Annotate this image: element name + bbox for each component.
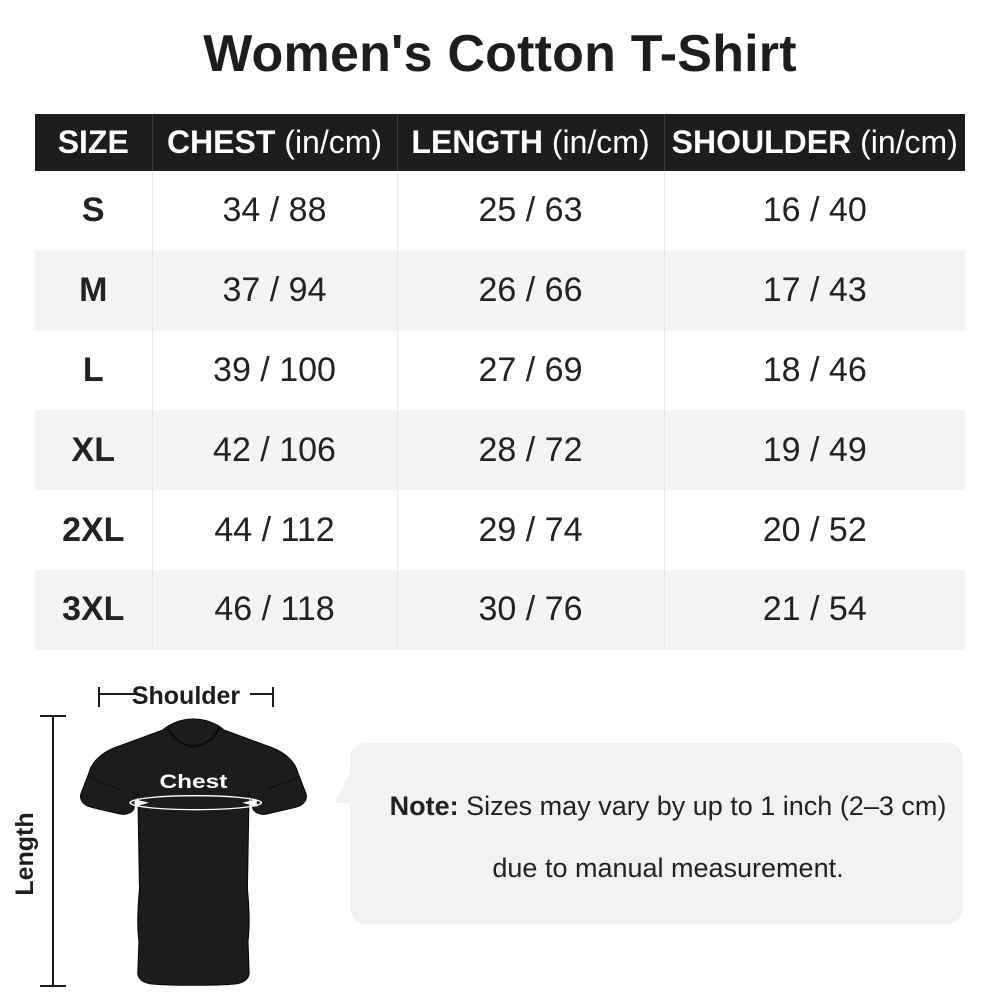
svg-text:Shoulder: Shoulder <box>132 686 241 710</box>
svg-text:Length: Length <box>11 812 39 895</box>
svg-text:Chest: Chest <box>159 770 228 792</box>
